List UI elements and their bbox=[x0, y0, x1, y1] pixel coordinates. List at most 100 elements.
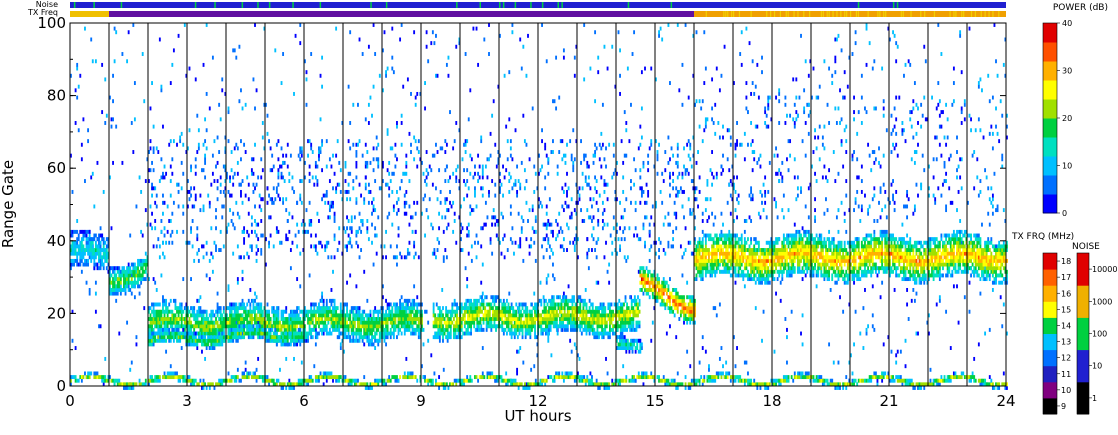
heatmap-cell bbox=[84, 229, 86, 234]
heatmap-cell bbox=[906, 287, 909, 292]
heatmap-cell bbox=[800, 331, 802, 336]
heatmap-cell bbox=[378, 331, 381, 336]
heatmap-cell bbox=[269, 215, 272, 220]
heatmap-cell bbox=[310, 317, 313, 321]
heatmap-cell bbox=[382, 320, 384, 325]
heatmap-cell bbox=[366, 313, 369, 318]
heatmap-cell bbox=[433, 248, 436, 252]
heatmap-cell bbox=[904, 338, 907, 343]
heatmap-cell bbox=[463, 179, 465, 184]
heatmap-cell bbox=[310, 142, 313, 147]
heatmap-cell bbox=[258, 327, 261, 332]
heatmap-cell bbox=[887, 26, 890, 31]
heatmap-cell bbox=[419, 327, 422, 332]
heatmap-cell bbox=[297, 327, 300, 332]
heatmap-cell bbox=[305, 331, 308, 336]
heatmap-cell bbox=[119, 287, 122, 292]
heatmap-cell bbox=[202, 142, 205, 147]
heatmap-cell bbox=[174, 317, 177, 321]
heatmap-cell bbox=[213, 327, 216, 332]
heatmap-cell bbox=[436, 150, 439, 154]
heatmap-cell bbox=[80, 240, 83, 245]
heatmap-cell bbox=[90, 175, 93, 180]
heatmap-cell bbox=[196, 150, 199, 154]
heatmap-cell bbox=[935, 157, 938, 162]
heatmap-cell bbox=[434, 313, 437, 318]
heatmap-cell bbox=[454, 313, 457, 318]
heatmap-cell bbox=[464, 139, 467, 144]
heatmap-cell bbox=[508, 189, 511, 194]
heatmap-cell bbox=[213, 335, 216, 340]
heatmap-cell bbox=[468, 306, 471, 311]
heatmap-cell bbox=[940, 110, 943, 115]
heatmap-cell bbox=[254, 309, 256, 314]
heatmap-cell bbox=[344, 313, 347, 318]
heatmap-cell bbox=[882, 113, 885, 118]
heatmap-cell bbox=[428, 197, 431, 202]
heatmap-cell bbox=[938, 99, 941, 104]
heatmap-cell bbox=[177, 204, 180, 209]
heatmap-cell bbox=[166, 229, 169, 234]
heatmap-cell bbox=[176, 309, 178, 314]
heatmap-cell bbox=[279, 164, 281, 169]
heatmap-cell bbox=[731, 197, 734, 202]
heatmap-cell bbox=[293, 320, 295, 325]
heatmap-cell bbox=[188, 240, 191, 245]
heatmap-cell bbox=[917, 193, 919, 198]
heatmap-cell bbox=[257, 175, 260, 180]
heatmap-cell bbox=[432, 313, 435, 318]
heatmap-cell bbox=[377, 309, 380, 314]
heatmap-cell bbox=[344, 335, 347, 340]
heatmap-cell bbox=[304, 222, 306, 227]
heatmap-cell bbox=[622, 364, 625, 369]
heatmap-cell bbox=[91, 255, 94, 260]
txfreq-strip-mark bbox=[924, 11, 926, 17]
heatmap-cell bbox=[240, 255, 242, 260]
heatmap-cell bbox=[135, 269, 138, 274]
heatmap-cell bbox=[241, 327, 244, 332]
heatmap-cell bbox=[598, 142, 601, 147]
heatmap-cell bbox=[322, 324, 325, 329]
heatmap-cell bbox=[347, 335, 350, 340]
heatmap-cell bbox=[302, 229, 305, 234]
heatmap-cell bbox=[119, 284, 122, 289]
heatmap-cell bbox=[372, 197, 375, 202]
heatmap-cell bbox=[371, 113, 373, 118]
heatmap-cell bbox=[692, 208, 695, 213]
heatmap-cell bbox=[179, 335, 182, 340]
heatmap-cell bbox=[171, 171, 174, 176]
heatmap-cell bbox=[191, 204, 194, 209]
heatmap-cell bbox=[594, 150, 597, 154]
heatmap-cell bbox=[714, 102, 717, 107]
heatmap-cell bbox=[80, 157, 83, 162]
heatmap-cell bbox=[285, 320, 288, 325]
heatmap-cell bbox=[268, 313, 270, 318]
heatmap-cell bbox=[249, 302, 252, 307]
heatmap-cell bbox=[837, 208, 840, 213]
heatmap-cell bbox=[296, 324, 299, 329]
heatmap-cell bbox=[516, 349, 519, 354]
heatmap-cell bbox=[583, 157, 586, 162]
heatmap-cell bbox=[130, 273, 133, 278]
heatmap-cell bbox=[346, 280, 348, 285]
heatmap-cell bbox=[327, 215, 330, 220]
heatmap-cell bbox=[282, 324, 285, 329]
heatmap-cell bbox=[269, 146, 272, 151]
heatmap-cell bbox=[882, 106, 885, 111]
heatmap-cell bbox=[616, 229, 618, 234]
heatmap-cell bbox=[991, 211, 994, 216]
heatmap-cell bbox=[837, 33, 840, 38]
heatmap-cell bbox=[375, 338, 378, 343]
heatmap-cell bbox=[695, 186, 698, 191]
heatmap-cell bbox=[603, 182, 606, 187]
heatmap-cell bbox=[70, 73, 72, 78]
heatmap-cell bbox=[177, 331, 180, 336]
txfreq-strip-mark bbox=[731, 11, 733, 17]
heatmap-cell bbox=[469, 211, 472, 216]
heatmap-cell bbox=[135, 342, 138, 347]
heatmap-cell bbox=[299, 317, 302, 321]
heatmap-cell bbox=[155, 287, 158, 292]
heatmap-cell bbox=[93, 266, 96, 271]
heatmap-cell bbox=[277, 193, 280, 198]
noise-strip-mark bbox=[385, 2, 388, 8]
